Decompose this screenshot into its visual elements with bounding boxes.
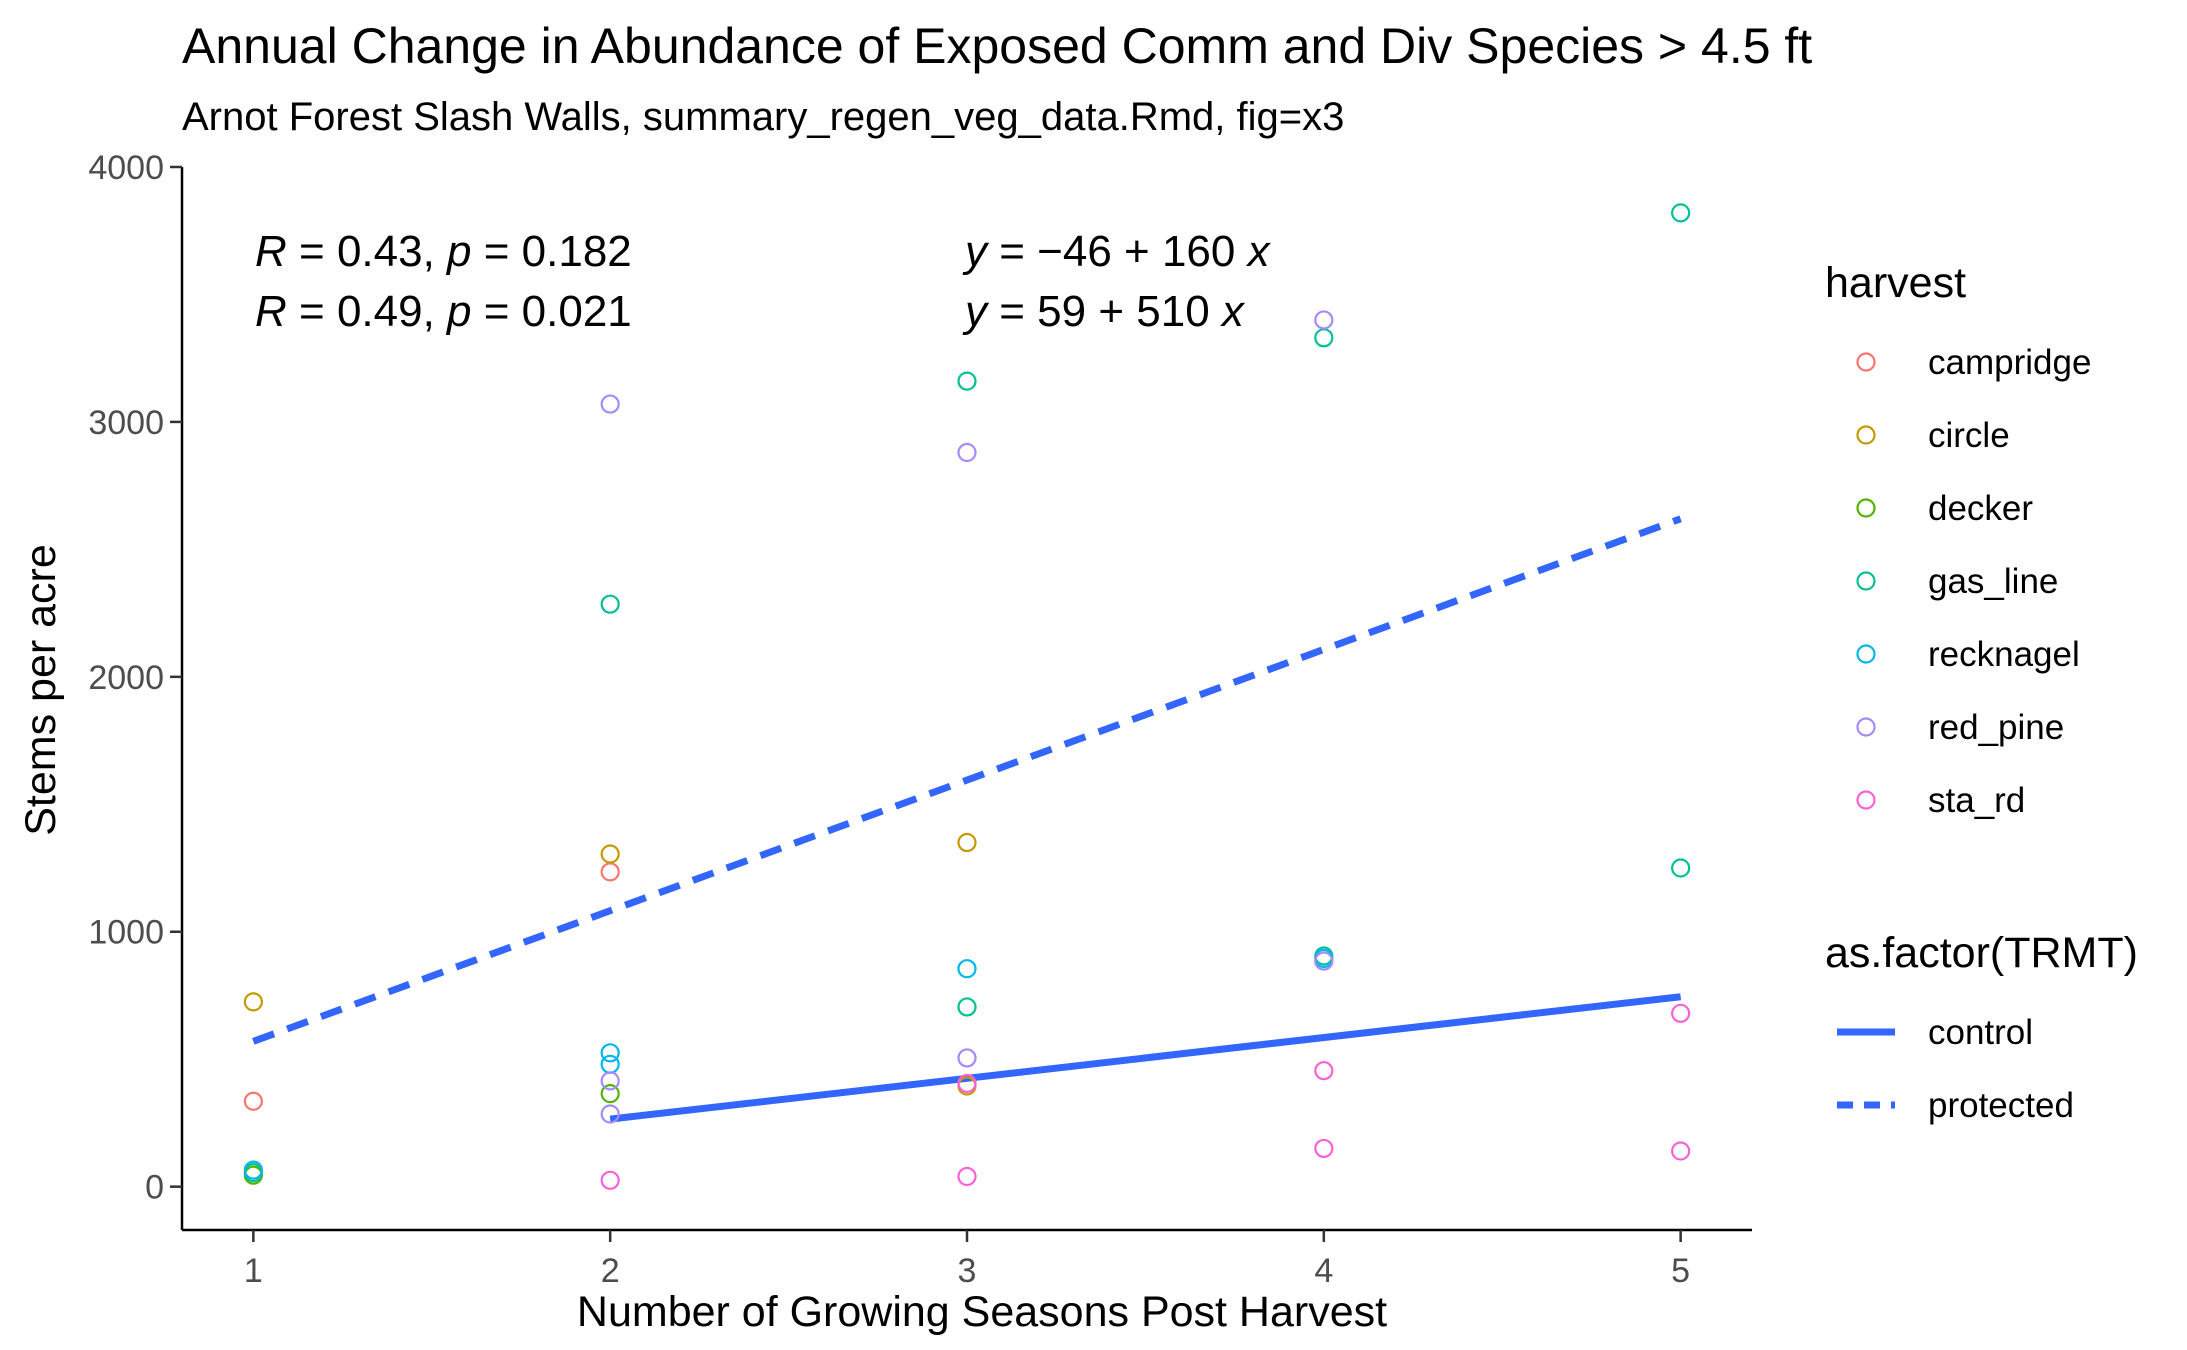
- fit-line-control: [609, 993, 1682, 1123]
- fit-line-protected: [252, 515, 1682, 1045]
- x-tick-label: 4: [1314, 1252, 1333, 1290]
- legend-key-recknagel: [1856, 644, 1876, 664]
- legend-key-sta_rd: [1856, 790, 1876, 810]
- legend-key-red_pine: [1856, 717, 1876, 737]
- legend-label-circle: circle: [1928, 416, 2010, 455]
- point-recknagel: [243, 1160, 263, 1180]
- point-sta_rd: [1314, 1061, 1334, 1081]
- point-sta_rd: [1671, 1003, 1691, 1023]
- legend-harvest: harvest campridge circle decker gas_linerec…: [1825, 259, 2091, 820]
- point-red_pine: [957, 1048, 977, 1068]
- point-red_pine: [600, 1071, 620, 1091]
- point-gas_line: [1314, 328, 1334, 348]
- legend-key-decker: [1856, 498, 1876, 518]
- point-recknagel: [600, 1043, 620, 1063]
- point-campridge: [600, 862, 620, 882]
- point-sta_rd: [1671, 1141, 1691, 1161]
- legend-label-recknagel: recknagel: [1928, 635, 2080, 674]
- point-gas_line: [957, 997, 977, 1017]
- x-tick-label: 2: [601, 1252, 620, 1290]
- point-recknagel: [957, 959, 977, 979]
- legend-key-campridge: [1856, 352, 1876, 372]
- point-sta_rd: [957, 1166, 977, 1187]
- point-gas_line: [1671, 858, 1691, 878]
- chart-title: Annual Change in Abundance of Exposed Co…: [182, 18, 1812, 74]
- point-decker: [600, 1084, 620, 1104]
- point-circle: [243, 992, 263, 1012]
- fit-lines: [252, 515, 1682, 1123]
- point-red_pine: [1314, 310, 1334, 330]
- point-circle: [600, 844, 620, 864]
- y-tick-label: 3000: [88, 404, 164, 442]
- point-gas_line: [957, 371, 977, 391]
- point-gas_line: [1671, 203, 1691, 223]
- annotation-row-2: R = 0.49, p = 0.021 y = 59 + 510 x: [255, 287, 1246, 336]
- x-tick-label: 1: [244, 1252, 263, 1290]
- point-red_pine: [600, 1104, 620, 1124]
- annotation-row-1: R = 0.43, p = 0.182 y = −46 + 160 x: [255, 227, 1272, 276]
- point-sta_rd: [957, 1073, 977, 1094]
- x-axis-label: Number of Growing Seasons Post Harvest: [577, 1288, 1387, 1336]
- point-red_pine: [600, 394, 620, 414]
- y-axis-label: Stems per acre: [17, 544, 65, 836]
- point-sta_rd: [600, 1170, 620, 1190]
- annotation-stat-2: R = 0.49, p = 0.021: [255, 287, 632, 336]
- annotation-equation-2: y = 59 + 510 x: [962, 287, 1246, 336]
- point-red_pine: [1314, 951, 1334, 971]
- legend-label-campridge: campridge: [1928, 343, 2091, 382]
- legend-trmt-title: as.factor(TRMT): [1825, 929, 2138, 977]
- data-points: [243, 203, 1691, 1190]
- x-tick-label: 3: [958, 1252, 977, 1290]
- legend-harvest-title: harvest: [1825, 259, 1966, 307]
- y-tick-label: 1000: [88, 914, 164, 952]
- point-sta_rd: [1314, 1138, 1334, 1159]
- point-gas_line: [600, 594, 620, 614]
- legend-label-sta_rd: sta_rd: [1928, 781, 2025, 820]
- legend-label-red_pine: red_pine: [1928, 708, 2064, 747]
- axes: 0 1000 2000 3000 4000 1 2 3 4 5: [88, 149, 1752, 1290]
- point-circle: [957, 832, 977, 853]
- y-tick-label: 2000: [88, 659, 164, 697]
- annotation-equation-1: y = −46 + 160 x: [962, 227, 1272, 276]
- legend-label-decker: decker: [1928, 489, 2033, 528]
- x-tick-label: 5: [1671, 1252, 1690, 1290]
- legend-key-circle: [1856, 425, 1876, 445]
- legend-label-protected: protected: [1928, 1086, 2074, 1125]
- point-recknagel: [600, 1054, 620, 1074]
- chart-subtitle: Arnot Forest Slash Walls, summary_regen_…: [182, 95, 1344, 139]
- legend-key-gas_line: [1856, 571, 1876, 591]
- legend-trmt: as.factor(TRMT) control protected: [1825, 929, 2138, 1125]
- legend-label-control: control: [1928, 1013, 2033, 1052]
- annotation-stat-1: R = 0.43, p = 0.182: [255, 227, 632, 276]
- point-campridge: [243, 1091, 263, 1111]
- y-tick-label: 4000: [88, 149, 164, 187]
- point-red_pine: [957, 442, 977, 463]
- y-tick-label: 0: [145, 1169, 164, 1207]
- legend-label-gas_line: gas_line: [1928, 562, 2058, 601]
